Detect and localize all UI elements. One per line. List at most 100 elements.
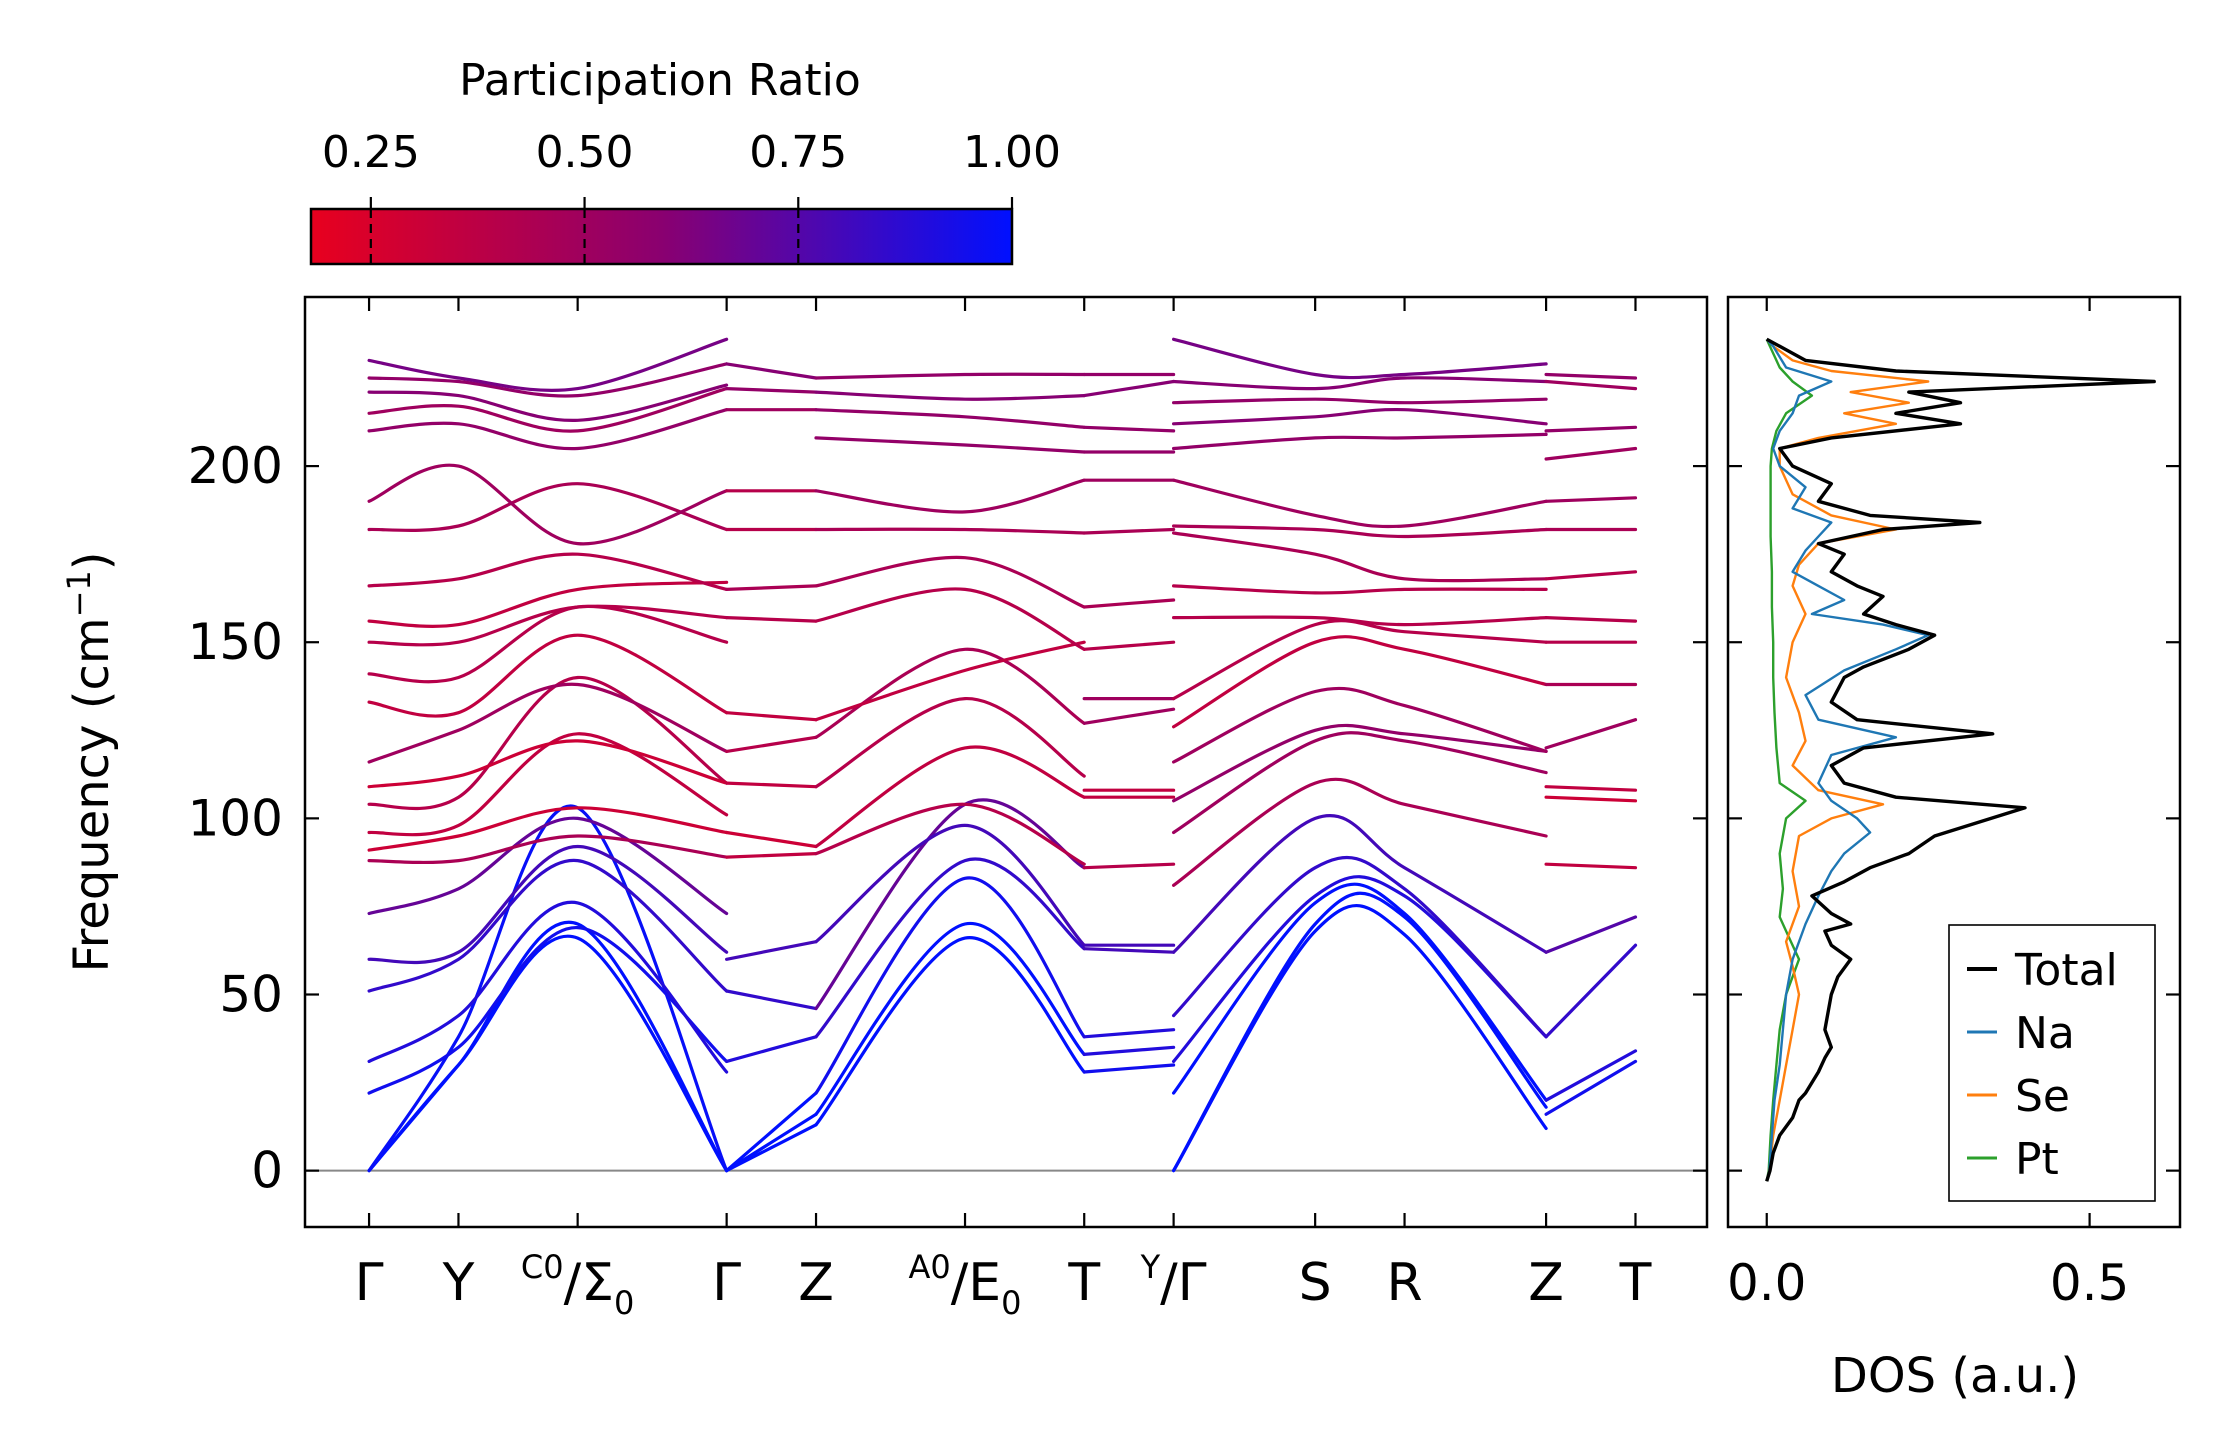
phonon-band <box>1082 947 1176 954</box>
phonon-band <box>1544 570 1638 581</box>
dos-line-pt <box>1765 338 1814 1182</box>
y-tick-label: 100 <box>188 789 283 847</box>
phonon-band <box>1172 376 1548 391</box>
y-axis-label-sup: −1 <box>60 570 98 617</box>
phonon-band <box>1544 446 1638 461</box>
phonon-band <box>367 834 729 865</box>
phonon-band <box>725 1035 818 1063</box>
phonon-band <box>1082 527 1176 535</box>
phonon-band <box>1172 478 1548 529</box>
phonon-band <box>814 802 1086 866</box>
phonon-band <box>1172 855 1548 1039</box>
phonon-band <box>725 711 818 722</box>
phonon-band <box>1082 1063 1176 1074</box>
legend-box <box>1948 924 2156 1202</box>
phonon-band <box>725 735 818 753</box>
phonon-band <box>814 798 1086 1011</box>
band-axes-frame <box>303 295 1709 1229</box>
k-point-label-main: Γ <box>355 1253 384 1313</box>
phonon-band <box>367 408 729 451</box>
phonon-band <box>1544 616 1638 623</box>
y-axis-label: Frequency (cm−1) <box>60 551 120 972</box>
phonon-band <box>814 555 1086 609</box>
phonon-band <box>1172 882 1548 1102</box>
phonon-band <box>1172 524 1548 539</box>
phonon-band <box>1172 777 1548 887</box>
k-point-label-main: Z <box>798 1253 834 1313</box>
phonon-band <box>367 900 729 1074</box>
phonon-band <box>725 940 818 961</box>
legend-label-total: Total <box>2014 945 2118 996</box>
phonon-band <box>367 362 729 398</box>
phonon-band <box>367 387 729 433</box>
phonon-band <box>1082 862 1176 870</box>
y-axis-label-main: Frequency (cm <box>64 617 120 972</box>
dos-y-ticks <box>1728 464 2180 1172</box>
k-point-label-main: Γ <box>712 1253 741 1313</box>
k-point-label-sub: 0 <box>1001 1284 1021 1322</box>
k-point-label-main: Y <box>442 1253 475 1313</box>
phonon-band <box>367 732 729 837</box>
k-point-label: T <box>1067 1253 1100 1313</box>
phonon-band <box>814 745 1086 849</box>
phonon-band <box>1172 337 1548 380</box>
phonon-band <box>814 857 1086 1039</box>
k-point-label: Y/Γ <box>1140 1248 1207 1313</box>
phonon-band <box>814 936 1086 1127</box>
k-point-label: C0/Σ0 <box>521 1248 634 1322</box>
phonon-band <box>814 372 1086 380</box>
phonon-band <box>367 925 729 1095</box>
phonon-band <box>725 781 818 789</box>
phonon-band <box>367 804 729 1173</box>
colorbar-title: Participation Ratio <box>459 55 861 106</box>
phonon-band <box>367 682 729 764</box>
phonon-band <box>367 739 729 789</box>
phonon-band <box>814 640 1086 722</box>
phonon-band <box>814 696 1086 789</box>
k-point-label-pre: A0 <box>909 1248 951 1286</box>
phonon-band <box>1172 432 1548 451</box>
phonon-band <box>367 858 729 993</box>
colorbar-tick-label: 1.00 <box>963 127 1061 178</box>
k-point-label-main: T <box>1067 1253 1100 1313</box>
phonon-band <box>367 675 729 811</box>
phonon-band <box>725 362 818 380</box>
phonon-band <box>367 633 729 718</box>
phonon-band <box>367 920 729 1173</box>
phonon-band <box>1544 425 1638 433</box>
phonon-band <box>367 482 729 532</box>
phonon-band <box>1544 1049 1638 1102</box>
dos-x-axis-label: DOS (a.u.) <box>1831 1348 2079 1404</box>
phonon-band <box>367 337 729 392</box>
k-point-label: Y <box>442 1253 475 1313</box>
phonon-band <box>814 647 1086 739</box>
band-k-point-ticks: Γ Y C0/Σ0 Γ Z A0/E0 T Y/Γ S R Z T <box>355 297 1652 1322</box>
k-point-label-main: /Γ <box>1160 1253 1207 1313</box>
y-tick-label: 150 <box>188 613 283 671</box>
phonon-band <box>1172 531 1548 583</box>
phonon-band <box>725 387 818 394</box>
phonon-band <box>1172 407 1548 426</box>
k-point-label: Z <box>798 1253 834 1313</box>
phonon-band <box>1544 795 1638 803</box>
k-point-label: A0/E0 <box>909 1248 1022 1322</box>
k-point-label-main: Z <box>1528 1253 1564 1313</box>
phonon-band <box>1082 1045 1176 1056</box>
phonon-band <box>1544 785 1638 792</box>
phonon-band <box>814 527 1086 535</box>
k-point-label-main: /Σ <box>564 1253 614 1313</box>
phonon-band <box>1172 731 1548 835</box>
k-point-label: T <box>1619 1253 1652 1313</box>
dos-x-ticks: 0.0 0.5 <box>1727 297 2129 1312</box>
k-point-label-pre: Y <box>1140 1248 1161 1286</box>
legend-label-se: Se <box>2015 1071 2070 1122</box>
y-tick-label: 0 <box>251 1142 283 1200</box>
phonon-band <box>814 823 1086 947</box>
legend-label-na: Na <box>2015 1008 2075 1059</box>
k-point-label: Γ <box>712 1253 741 1313</box>
phonon-band <box>1544 1059 1638 1116</box>
dos-plot: 0.0 0.5 DOS (a.u.) Total Na Se Pt <box>1726 295 2182 1404</box>
legend-label-pt: Pt <box>2015 1134 2059 1185</box>
